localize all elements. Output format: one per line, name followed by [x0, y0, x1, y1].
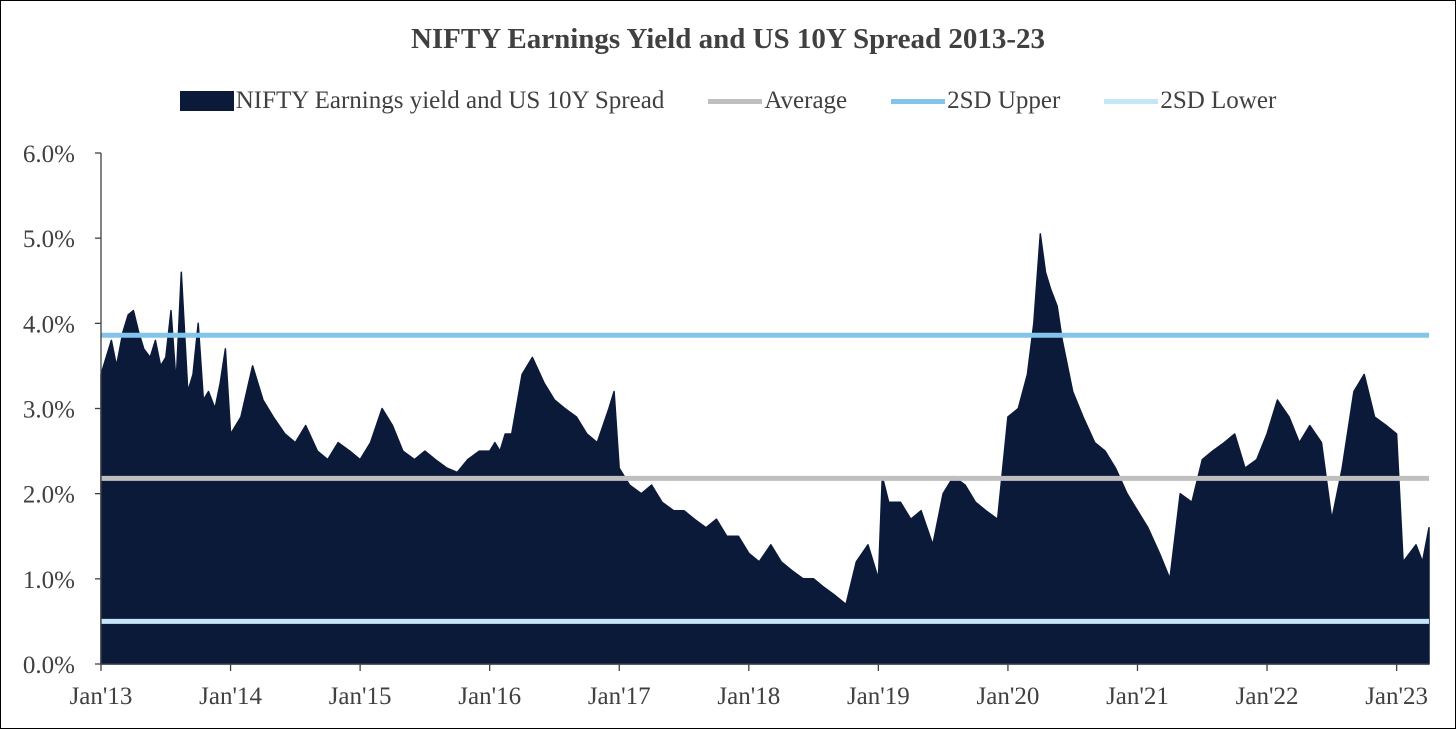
legend-swatch-2sd-lower	[1104, 98, 1159, 104]
x-tick-label: Jan'20	[977, 683, 1040, 710]
chart-title: NIFTY Earnings Yield and US 10Y Spread 2…	[410, 23, 1046, 55]
x-tick-label: Jan'19	[847, 683, 910, 710]
legend-swatch-average	[708, 98, 763, 104]
y-tick-label: 5.0%	[23, 226, 75, 253]
y-tick-label: 2.0%	[23, 482, 75, 509]
legend-item-spread: NIFTY Earnings yield and US 10Y Spread	[179, 87, 665, 115]
y-tick-label: 0.0%	[23, 652, 75, 679]
legend-label-2sd-upper: 2SD Upper	[947, 87, 1061, 114]
x-tick-label: Jan'16	[458, 683, 521, 710]
x-tick-label: Jan'18	[717, 683, 780, 710]
x-tick-label: Jan'23	[1365, 683, 1428, 710]
x-tick-label: Jan'17	[588, 683, 651, 710]
y-tick-label: 3.0%	[23, 397, 75, 424]
x-tick-label: Jan'15	[329, 683, 392, 710]
y-tick-label: 6.0%	[23, 141, 75, 168]
legend-label-2sd-lower: 2SD Lower	[1160, 87, 1277, 114]
x-tick-label: Jan'13	[70, 683, 133, 710]
series-area-spread	[100, 233, 1430, 665]
legend-label-spread: NIFTY Earnings yield and US 10Y Spread	[235, 87, 665, 114]
y-tick-label: 4.0%	[23, 311, 75, 338]
x-tick-label: Jan'14	[199, 683, 262, 710]
legend-item-average: Average	[708, 87, 847, 115]
legend-item-2sd-lower: 2SD Lower	[1104, 87, 1276, 115]
x-tick-label: Jan'21	[1106, 683, 1169, 710]
legend-label-average: Average	[764, 87, 848, 114]
legend: NIFTY Earnings yield and US 10Y Spread A…	[1, 87, 1455, 115]
legend-swatch-spread	[179, 91, 234, 111]
x-tick-label: Jan'22	[1236, 683, 1299, 710]
legend-item-2sd-upper: 2SD Upper	[891, 87, 1060, 115]
y-tick-label: 1.0%	[23, 567, 75, 594]
legend-swatch-2sd-upper	[891, 98, 946, 104]
